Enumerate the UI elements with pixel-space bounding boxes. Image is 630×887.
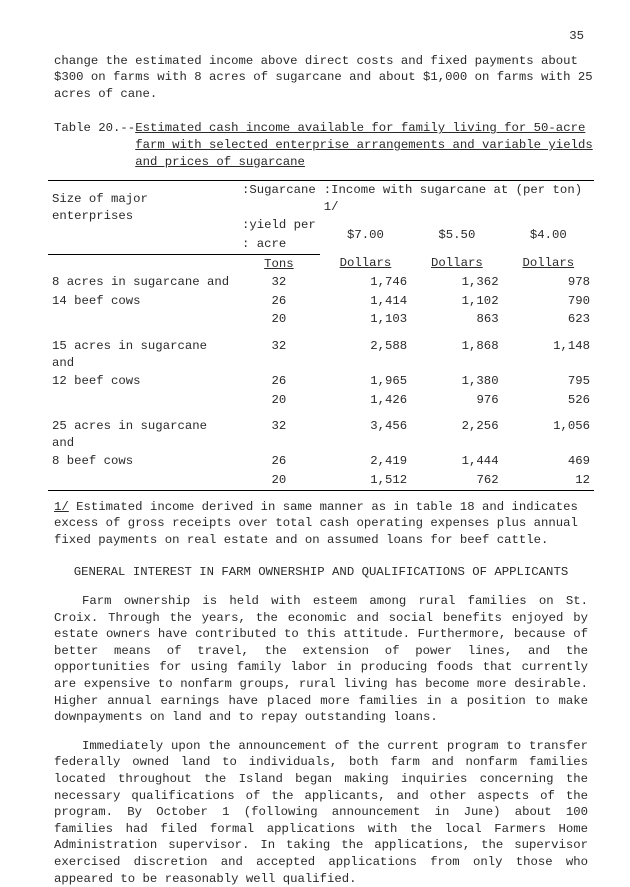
cell: 1,444	[411, 452, 502, 471]
caption-line-3: and prices of sugarcane	[135, 155, 305, 169]
cell: 976	[411, 391, 502, 410]
cell: 2,419	[320, 452, 411, 471]
table-row: 25 acres in sugarcane and 32 3,456 2,256…	[48, 417, 594, 452]
intro-paragraph: change the estimated income above direct…	[54, 53, 594, 103]
cell: 32	[238, 273, 320, 292]
cell: 20	[238, 310, 320, 329]
header-yield-1: :Sugarcane	[238, 181, 320, 217]
group-label: 25 acres in sugarcane and	[48, 417, 238, 452]
footnote-text: Estimated income derived in same manner …	[54, 500, 578, 547]
cell: 26	[238, 452, 320, 471]
cell: 795	[503, 372, 594, 391]
table-row: 15 acres in sugarcane and 32 2,588 1,868…	[48, 337, 594, 372]
cell: 1,148	[503, 337, 594, 372]
cell: 12	[503, 471, 594, 490]
cell: 3,456	[320, 417, 411, 452]
table-row: 20 1,426 976 526	[48, 391, 594, 410]
header-price-2: $5.50	[411, 216, 502, 254]
header-income: :Income with sugarcane at (per ton) 1/	[320, 181, 594, 217]
header-yield-3: : acre	[238, 235, 320, 254]
caption-line-2: farm with selected enterprise arrangemen…	[135, 138, 593, 152]
cell: 20	[238, 391, 320, 410]
cell: 790	[503, 292, 594, 311]
table-row: 14 beef cows 26 1,414 1,102 790	[48, 292, 594, 311]
cell: 20	[238, 471, 320, 490]
caption-line-1: Estimated cash income available for fami…	[135, 121, 585, 135]
header-price-3: $4.00	[503, 216, 594, 254]
cell: 1,056	[503, 417, 594, 452]
cell: 26	[238, 372, 320, 391]
cell: 1,362	[411, 273, 502, 292]
unit-dollars-2: Dollars	[431, 256, 483, 270]
unit-dollars-1: Dollars	[340, 256, 392, 270]
cell: 526	[503, 391, 594, 410]
header-size: Size of major enterprises	[48, 181, 238, 235]
table-row: 8 beef cows 26 2,419 1,444 469	[48, 452, 594, 471]
cell: 469	[503, 452, 594, 471]
cell: 978	[503, 273, 594, 292]
group-label: 12 beef cows	[48, 372, 238, 391]
cell: 1,414	[320, 292, 411, 311]
cell: 1,103	[320, 310, 411, 329]
table-row: 12 beef cows 26 1,965 1,380 795	[48, 372, 594, 391]
table-row: 20 1,512 762 12	[48, 471, 594, 490]
cell: 1,868	[411, 337, 502, 372]
cell: 863	[411, 310, 502, 329]
cell: 2,256	[411, 417, 502, 452]
header-yield-2: :yield per	[238, 216, 320, 235]
cell: 762	[411, 471, 502, 490]
group-label: 8 beef cows	[48, 452, 238, 471]
caption-lead: Table 20.--	[54, 121, 135, 135]
table-row: 8 acres in sugarcane and 32 1,746 1,362 …	[48, 273, 594, 292]
cell: 2,588	[320, 337, 411, 372]
group-label: 15 acres in sugarcane and	[48, 337, 238, 372]
cell: 1,746	[320, 273, 411, 292]
cell: 623	[503, 310, 594, 329]
cell: 1,102	[411, 292, 502, 311]
footnote-marker: 1/	[54, 500, 69, 514]
cell: 1,965	[320, 372, 411, 391]
unit-dollars-3: Dollars	[522, 256, 574, 270]
page-number: 35	[48, 28, 594, 45]
section-heading: GENERAL INTEREST IN FARM OWNERSHIP AND Q…	[48, 564, 594, 581]
cell: 32	[238, 337, 320, 372]
header-price-1: $7.00	[320, 216, 411, 254]
table-footnote: 1/ Estimated income derived in same mann…	[54, 499, 588, 549]
cell: 1,380	[411, 372, 502, 391]
cell: 32	[238, 417, 320, 452]
body-paragraph-2: Immediately upon the announcement of the…	[54, 738, 588, 887]
income-table: Size of major enterprises :Sugarcane :In…	[48, 180, 594, 491]
cell: 26	[238, 292, 320, 311]
cell: 1,426	[320, 391, 411, 410]
table-row: 20 1,103 863 623	[48, 310, 594, 329]
cell: 1,512	[320, 471, 411, 490]
unit-tons: Tons	[264, 257, 294, 271]
body-paragraph-1: Farm ownership is held with esteem among…	[54, 593, 588, 726]
group-label: 8 acres in sugarcane and	[48, 273, 238, 292]
table-caption: Table 20.--Estimated cash income availab…	[54, 120, 594, 170]
group-label: 14 beef cows	[48, 292, 238, 311]
